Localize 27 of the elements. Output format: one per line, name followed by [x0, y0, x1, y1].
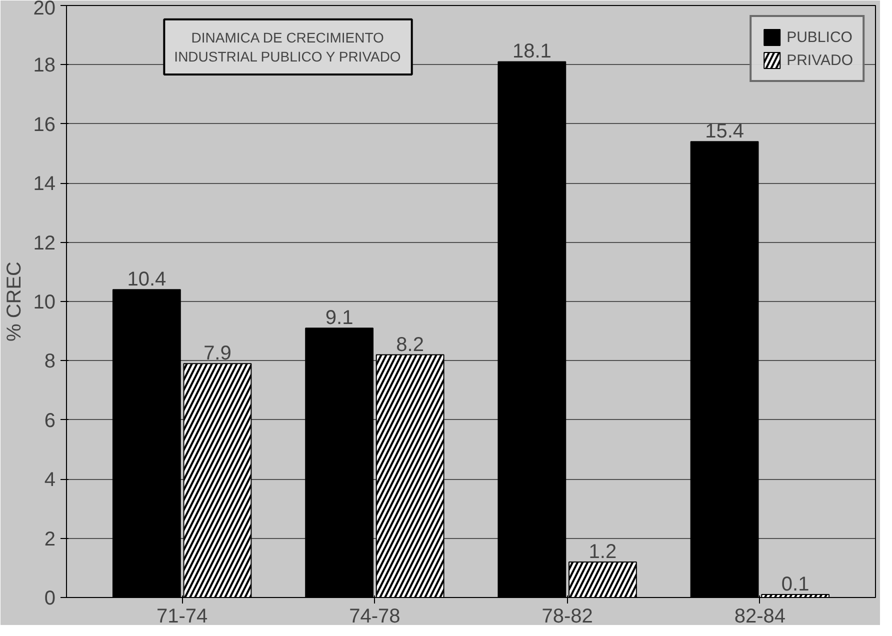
y-tick-label: 0	[44, 588, 56, 610]
x-tick-label: 82-84	[734, 606, 786, 628]
x-tick-label: 74-78	[349, 606, 400, 628]
data-label: 18.1	[512, 40, 552, 63]
y-tick-label: 12	[33, 232, 56, 254]
data-label: 10.4	[127, 268, 166, 291]
y-tick-label: 4	[44, 469, 56, 492]
data-label: 1.2	[588, 540, 617, 563]
y-tick-label: 14	[33, 173, 56, 196]
data-label: 7.9	[204, 342, 232, 365]
y-tick-label: 20	[33, 0, 56, 20]
y-tick-label: 2	[44, 528, 56, 550]
data-label: 9.1	[325, 307, 354, 330]
legend-label: PUBLICO	[786, 28, 852, 46]
y-tick-label: 18	[33, 54, 56, 77]
x-tick-label: 78-82	[542, 606, 593, 628]
y-tick-label: 8	[44, 350, 56, 373]
text: DINAMICA DE CRECIMIENTO INDUSTRIAL PUBLICO Y PRIVADO	[174, 29, 401, 65]
data-label: 0.1	[781, 574, 810, 596]
y-axis-title: % CREC	[3, 261, 26, 342]
y-tick-label: 10	[33, 292, 56, 314]
y-tick-label: 16	[33, 114, 56, 136]
data-label: 15.4	[705, 120, 744, 143]
data-label: 8.2	[396, 334, 424, 356]
x-tick-label: 71-74	[156, 606, 208, 628]
y-tick-label: 6	[44, 410, 56, 432]
legend-label: PRIVADO	[786, 52, 853, 68]
